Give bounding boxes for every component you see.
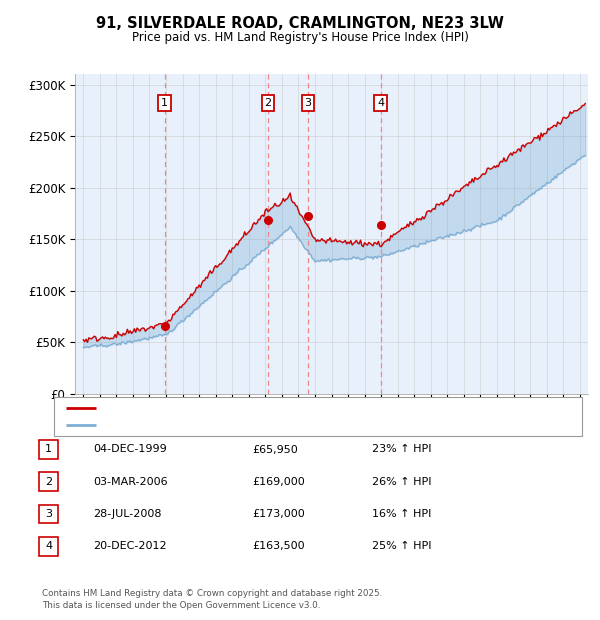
Text: £173,000: £173,000 bbox=[252, 509, 305, 519]
Text: Contains HM Land Registry data © Crown copyright and database right 2025.: Contains HM Land Registry data © Crown c… bbox=[42, 590, 382, 598]
Text: 3: 3 bbox=[45, 509, 52, 519]
Text: 4: 4 bbox=[45, 541, 52, 551]
Text: 1: 1 bbox=[45, 445, 52, 454]
Text: 23% ↑ HPI: 23% ↑ HPI bbox=[372, 445, 431, 454]
Text: HPI: Average price, semi-detached house, Northumberland: HPI: Average price, semi-detached house,… bbox=[105, 420, 413, 430]
Text: 25% ↑ HPI: 25% ↑ HPI bbox=[372, 541, 431, 551]
Text: 16% ↑ HPI: 16% ↑ HPI bbox=[372, 509, 431, 519]
Text: 04-DEC-1999: 04-DEC-1999 bbox=[93, 445, 167, 454]
Text: 2: 2 bbox=[45, 477, 52, 487]
Text: 1: 1 bbox=[161, 98, 168, 108]
Text: 26% ↑ HPI: 26% ↑ HPI bbox=[372, 477, 431, 487]
Text: 3: 3 bbox=[304, 98, 311, 108]
Text: This data is licensed under the Open Government Licence v3.0.: This data is licensed under the Open Gov… bbox=[42, 601, 320, 609]
Text: 91, SILVERDALE ROAD, CRAMLINGTON, NE23 3LW: 91, SILVERDALE ROAD, CRAMLINGTON, NE23 3… bbox=[96, 16, 504, 30]
Text: £65,950: £65,950 bbox=[252, 445, 298, 454]
Text: £169,000: £169,000 bbox=[252, 477, 305, 487]
Text: 91, SILVERDALE ROAD, CRAMLINGTON, NE23 3LW (semi-detached house): 91, SILVERDALE ROAD, CRAMLINGTON, NE23 3… bbox=[105, 403, 487, 413]
Text: 20-DEC-2012: 20-DEC-2012 bbox=[93, 541, 167, 551]
Text: £163,500: £163,500 bbox=[252, 541, 305, 551]
Text: Price paid vs. HM Land Registry's House Price Index (HPI): Price paid vs. HM Land Registry's House … bbox=[131, 31, 469, 44]
Text: 2: 2 bbox=[265, 98, 272, 108]
Text: 03-MAR-2006: 03-MAR-2006 bbox=[93, 477, 167, 487]
Text: 4: 4 bbox=[377, 98, 384, 108]
Text: 28-JUL-2008: 28-JUL-2008 bbox=[93, 509, 161, 519]
